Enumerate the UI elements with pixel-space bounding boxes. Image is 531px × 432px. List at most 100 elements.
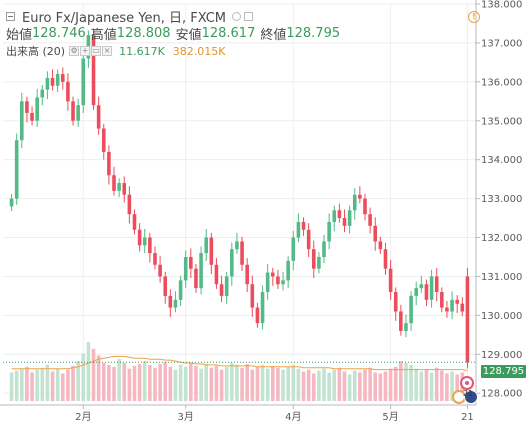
candle-body bbox=[450, 299, 454, 312]
volume-bar bbox=[86, 342, 91, 401]
alert-icon[interactable]: ! bbox=[468, 11, 480, 23]
volume-bar bbox=[393, 366, 398, 401]
volume-bar bbox=[424, 369, 429, 401]
candle-body bbox=[393, 292, 398, 312]
candle-body bbox=[429, 276, 434, 300]
volume-add-icon[interactable]: + bbox=[80, 46, 91, 56]
candle-body bbox=[296, 221, 301, 238]
volume-bar bbox=[158, 363, 162, 401]
candle-body bbox=[414, 288, 419, 296]
open-value: 128.746 bbox=[32, 26, 86, 41]
candle-body bbox=[168, 295, 173, 308]
candle-body bbox=[107, 151, 111, 176]
volume-bar bbox=[306, 369, 311, 401]
candle-body bbox=[20, 101, 24, 141]
candle-body bbox=[250, 284, 255, 308]
volume-bar bbox=[378, 373, 383, 401]
volume-bar bbox=[404, 363, 408, 401]
volume-bar bbox=[255, 366, 260, 401]
candle-body bbox=[322, 241, 326, 257]
y-tick-label: 131.000 bbox=[481, 272, 522, 283]
record-icon[interactable] bbox=[460, 376, 474, 390]
y-tick-label: 133.000 bbox=[481, 194, 522, 205]
volume-bar bbox=[40, 367, 45, 401]
volume-bar bbox=[383, 371, 388, 401]
volume-bar bbox=[189, 363, 193, 401]
time-axis[interactable]: 2月 3月 4月 5月 21 bbox=[0, 404, 476, 423]
volume-label: 出来高 (20) bbox=[6, 45, 66, 58]
format-square-icon[interactable] bbox=[244, 11, 254, 21]
candle-body bbox=[224, 276, 229, 296]
volume-bar bbox=[388, 368, 393, 401]
volume-bar bbox=[342, 371, 347, 401]
candle-body bbox=[235, 241, 239, 250]
candle-body bbox=[260, 292, 265, 324]
volume-bar bbox=[117, 359, 121, 401]
candle-body bbox=[91, 35, 96, 106]
candle-body bbox=[158, 264, 162, 277]
price-axis[interactable]: 138.000 137.000 136.000 135.000 134.000 133.0… bbox=[475, 0, 522, 405]
low-value: 128.617 bbox=[201, 26, 256, 41]
volume-bars bbox=[9, 342, 470, 401]
candle-body bbox=[240, 241, 244, 265]
candle-body bbox=[194, 268, 198, 289]
volume-bar bbox=[219, 369, 224, 401]
volume-bar bbox=[281, 369, 285, 401]
candle-body bbox=[219, 284, 224, 296]
y-tick-label: 129.000 bbox=[481, 350, 522, 361]
volume-bar bbox=[245, 363, 249, 401]
candle-body bbox=[306, 229, 311, 250]
volume-bar bbox=[358, 372, 362, 401]
volume-bar bbox=[137, 363, 142, 401]
symbol-title: Euro Fx/Japanese Yen, 日, FXCM bbox=[22, 10, 227, 26]
volume-bar bbox=[450, 371, 454, 401]
volume-bar bbox=[317, 370, 321, 401]
candle-body bbox=[9, 198, 14, 207]
x-tick-label: 3月 bbox=[178, 411, 194, 423]
settings-circle-icon[interactable] bbox=[232, 11, 242, 21]
candle-body bbox=[337, 210, 342, 219]
volume-hide-icon[interactable]: ▭ bbox=[91, 46, 102, 56]
volume-bar bbox=[230, 363, 234, 401]
candle-body bbox=[399, 311, 403, 331]
candle-body bbox=[388, 268, 393, 293]
close-value: 128.795 bbox=[286, 26, 341, 41]
volume-bar bbox=[20, 368, 24, 401]
y-tick-label: 134.000 bbox=[481, 155, 522, 166]
candle-body bbox=[132, 214, 137, 230]
candle-body bbox=[30, 112, 34, 121]
volume-bar bbox=[271, 365, 275, 401]
volume-value: 11.617K bbox=[119, 44, 165, 58]
y-tick-label: 128.000 bbox=[481, 389, 522, 400]
candle-body bbox=[101, 128, 106, 152]
volume-ma-line bbox=[11, 355, 468, 372]
candle-body bbox=[142, 237, 147, 246]
candle-body bbox=[122, 183, 127, 195]
candle-body bbox=[301, 221, 306, 230]
collapse-icon[interactable] bbox=[6, 11, 15, 21]
volume-bar bbox=[291, 364, 296, 401]
candle-body bbox=[71, 101, 75, 121]
candle-body bbox=[81, 58, 86, 106]
chart-legend: Euro Fx/Japanese Yen, 日, FXCM 始値 128.746 … bbox=[6, 7, 345, 59]
volume-bar bbox=[50, 371, 55, 401]
candle-body bbox=[440, 292, 444, 308]
volume-bar bbox=[101, 363, 106, 401]
tradingview-logo-icon[interactable] bbox=[464, 390, 478, 404]
candle-body bbox=[276, 276, 280, 285]
candle-body bbox=[50, 77, 55, 86]
volume-legend-row: 出来高 (20) ⚙ + ▭ × 11.617K 382.015K bbox=[6, 43, 345, 59]
volume-bar bbox=[178, 364, 183, 401]
volume-close-icon[interactable]: × bbox=[102, 46, 113, 56]
volume-bar bbox=[30, 372, 34, 401]
candle-body bbox=[404, 323, 408, 331]
candle-body bbox=[291, 237, 296, 261]
volume-bar bbox=[25, 366, 29, 401]
volume-bar bbox=[60, 373, 65, 401]
low-label: 安値 bbox=[175, 28, 202, 43]
candle-body bbox=[112, 175, 116, 191]
candle-body bbox=[434, 276, 439, 293]
volume-settings-icon[interactable]: ⚙ bbox=[69, 46, 80, 56]
candle-body bbox=[117, 183, 121, 191]
